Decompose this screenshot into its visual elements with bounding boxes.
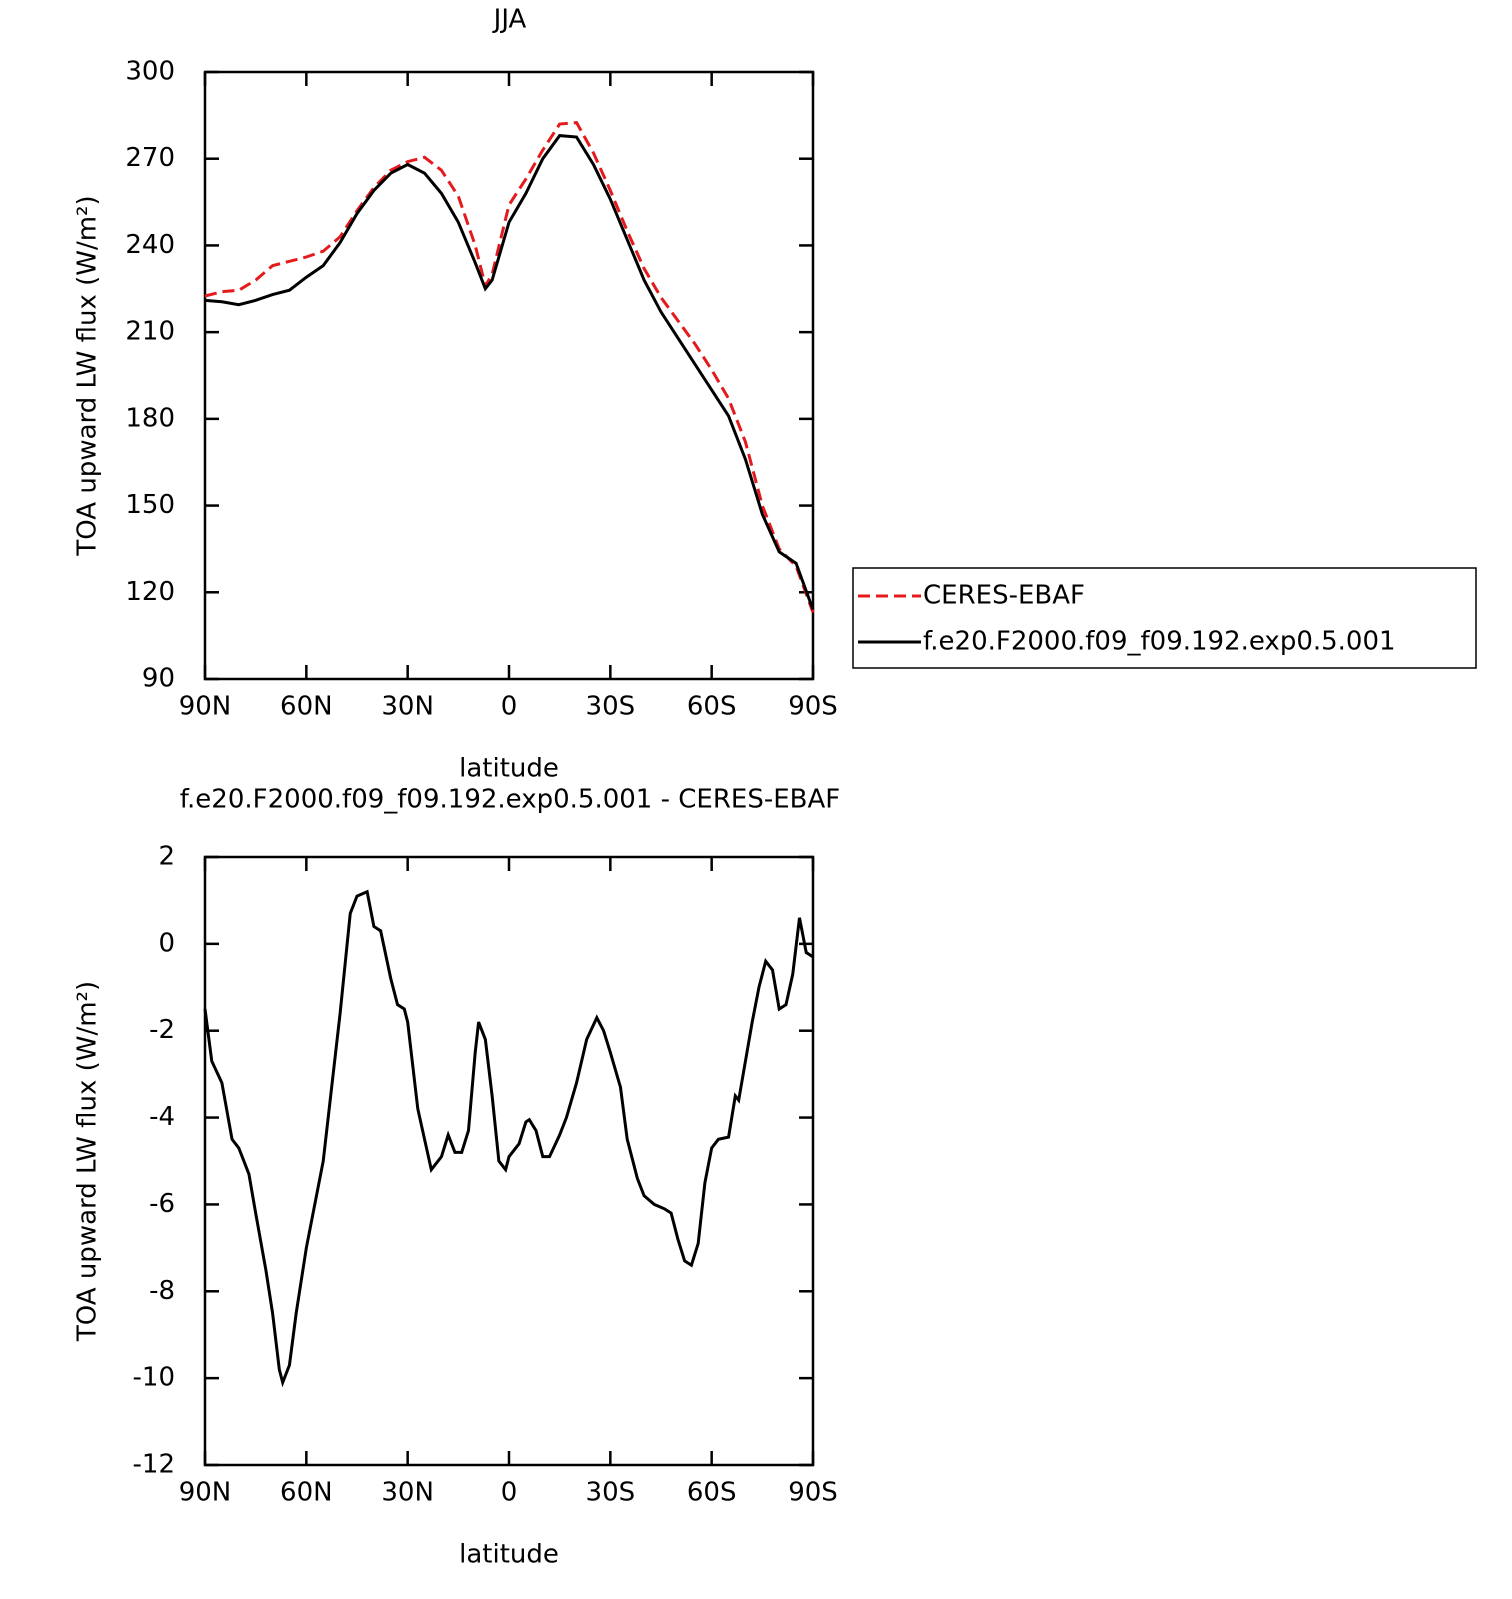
x-tick-label: 0 <box>501 692 518 722</box>
chart-title: JJA <box>492 5 527 35</box>
x-axis-label: latitude <box>459 754 559 784</box>
x-tick-label: 60S <box>687 692 737 722</box>
x-tick-label: 0 <box>501 1478 518 1508</box>
x-tick-label: 30S <box>586 1478 636 1508</box>
y-tick-label: 120 <box>125 577 175 607</box>
y-tick-label: 0 <box>158 928 175 958</box>
chart-title: f.e20.F2000.f09_f09.192.exp0.5.001 - CER… <box>180 785 840 815</box>
x-tick-label: 30S <box>586 692 636 722</box>
y-tick-label: -12 <box>133 1450 175 1480</box>
data-line <box>203 889 814 1388</box>
y-tick-label: -6 <box>149 1189 175 1219</box>
y-tick-label: 180 <box>125 403 175 433</box>
legend-label: f.e20.F2000.f09_f09.192.exp0.5.001 <box>923 627 1396 657</box>
legend-label: CERES-EBAF <box>923 581 1085 611</box>
x-tick-label: 90N <box>179 692 232 722</box>
x-tick-label: 90S <box>788 1478 838 1508</box>
data-line <box>204 121 815 614</box>
y-axis-label: TOA upward LW flux (W/m²) <box>73 981 103 1342</box>
x-tick-label: 60N <box>280 692 333 722</box>
y-axis-label: TOA upward LW flux (W/m²) <box>73 195 103 556</box>
x-tick-label: 90S <box>788 692 838 722</box>
y-tick-label: 300 <box>125 57 175 87</box>
plot-frame <box>203 70 815 681</box>
x-tick-label: 90N <box>179 1478 232 1508</box>
y-tick-label: -8 <box>149 1276 175 1306</box>
x-tick-label: 60S <box>687 1478 737 1508</box>
x-tick-label: 30N <box>381 692 434 722</box>
y-tick-label: 270 <box>125 143 175 173</box>
y-tick-label: -10 <box>133 1363 175 1393</box>
legend-frame <box>852 567 1477 669</box>
y-tick-label: 150 <box>125 490 175 520</box>
y-tick-label: 210 <box>125 317 175 347</box>
y-tick-label: 2 <box>158 842 175 872</box>
y-tick-label: -4 <box>149 1102 175 1132</box>
x-tick-label: 30N <box>381 1478 434 1508</box>
data-line <box>204 134 815 611</box>
x-axis-label: latitude <box>459 1540 559 1570</box>
x-tick-label: 60N <box>280 1478 333 1508</box>
y-tick-label: 90 <box>142 664 175 694</box>
y-tick-label: -2 <box>149 1015 175 1045</box>
y-tick-label: 240 <box>125 230 175 260</box>
